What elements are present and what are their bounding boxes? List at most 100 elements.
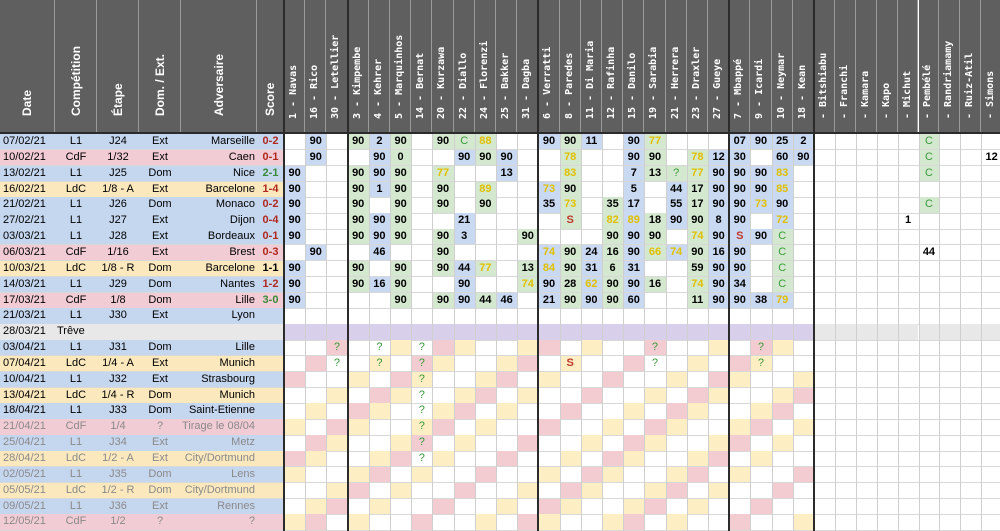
minutes-cell[interactable] (453, 324, 475, 341)
minutes-cell[interactable] (454, 197, 475, 213)
minutes-cell[interactable] (665, 403, 687, 420)
minutes-cell[interactable]: 90 (750, 181, 772, 198)
header-player[interactable]: - Simons (981, 0, 1000, 133)
minutes-cell[interactable] (454, 419, 475, 435)
minutes-cell[interactable] (581, 403, 602, 419)
minutes-cell[interactable] (856, 150, 877, 166)
minutes-cell[interactable] (981, 197, 1000, 213)
minutes-cell[interactable] (960, 499, 981, 515)
minutes-cell[interactable]: C (771, 260, 793, 277)
minutes-cell[interactable]: 73 (538, 181, 560, 198)
match-adversaire[interactable]: Nice (181, 165, 257, 182)
minutes-cell[interactable]: ? (411, 419, 433, 436)
minutes-cell[interactable] (919, 213, 940, 229)
minutes-cell[interactable] (981, 372, 1000, 388)
minutes-cell[interactable] (581, 372, 602, 388)
header-player[interactable]: 1 - Navas (284, 0, 306, 133)
minutes-cell[interactable] (623, 388, 644, 404)
match-competition[interactable]: CdF (55, 292, 97, 309)
match-score[interactable] (257, 466, 284, 483)
minutes-cell[interactable]: 90 (390, 197, 412, 214)
minutes-cell[interactable] (305, 324, 327, 341)
minutes-cell[interactable]: 90 (432, 229, 454, 245)
minutes-cell[interactable] (835, 499, 856, 515)
minutes-cell[interactable] (814, 213, 835, 229)
match-date[interactable]: 14/03/21 (0, 276, 55, 293)
minutes-cell[interactable]: 90 (538, 134, 560, 150)
minutes-cell[interactable] (305, 372, 326, 388)
minutes-cell[interactable] (602, 403, 623, 419)
minutes-cell[interactable]: 90 (368, 149, 390, 166)
minutes-cell[interactable] (708, 356, 729, 372)
minutes-cell[interactable]: 90 (517, 229, 539, 245)
minutes-cell[interactable]: 79 (771, 292, 793, 309)
minutes-cell[interactable] (771, 324, 793, 341)
minutes-cell[interactable] (939, 435, 960, 451)
minutes-cell[interactable] (644, 403, 665, 419)
minutes-cell[interactable] (814, 419, 835, 435)
minutes-cell[interactable] (666, 150, 687, 166)
minutes-cell[interactable]: C (771, 244, 793, 261)
minutes-cell[interactable] (644, 197, 665, 213)
minutes-cell[interactable] (729, 435, 751, 451)
minutes-cell[interactable] (898, 356, 919, 372)
minutes-cell[interactable] (792, 387, 814, 404)
minutes-cell[interactable]: 90 (432, 197, 454, 214)
minutes-cell[interactable] (814, 197, 835, 213)
match-score[interactable]: 1-1 (257, 260, 284, 277)
minutes-cell[interactable] (729, 483, 750, 499)
minutes-cell[interactable]: 90 (368, 229, 390, 245)
minutes-cell[interactable] (369, 435, 390, 451)
header-score[interactable]: Score (257, 0, 284, 133)
header-player[interactable]: 10 - Neymar (771, 0, 793, 133)
minutes-cell[interactable] (411, 293, 432, 309)
minutes-cell[interactable] (454, 182, 475, 198)
minutes-cell[interactable]: 90 (347, 134, 369, 150)
header-player[interactable]: 25 - Bakker (496, 0, 518, 133)
minutes-cell[interactable] (919, 356, 940, 372)
minutes-cell[interactable] (981, 166, 1000, 182)
minutes-cell[interactable] (517, 213, 538, 229)
minutes-cell[interactable] (835, 197, 856, 213)
minutes-cell[interactable] (602, 499, 623, 515)
header-player[interactable]: 24 - Florenzi (474, 0, 496, 133)
minutes-cell[interactable]: ? (368, 355, 390, 372)
minutes-cell[interactable] (538, 371, 560, 388)
minutes-cell[interactable] (348, 435, 369, 451)
minutes-cell[interactable] (475, 166, 496, 182)
minutes-cell[interactable] (623, 435, 645, 451)
minutes-cell[interactable] (623, 340, 644, 356)
minutes-cell[interactable] (898, 372, 919, 388)
minutes-cell[interactable]: 44 (474, 292, 496, 309)
minutes-cell[interactable] (475, 277, 496, 293)
minutes-cell[interactable] (981, 419, 1000, 435)
minutes-cell[interactable]: 59 (686, 260, 708, 277)
minutes-cell[interactable] (877, 182, 898, 198)
match-adversaire[interactable]: City/Dortmund (181, 451, 257, 467)
minutes-cell[interactable] (538, 419, 560, 436)
minutes-cell[interactable] (496, 467, 517, 483)
minutes-cell[interactable]: ? (411, 435, 433, 451)
minutes-cell[interactable]: 11 (686, 292, 708, 309)
minutes-cell[interactable] (347, 419, 369, 436)
minutes-cell[interactable]: 90 (750, 229, 772, 245)
minutes-cell[interactable] (517, 372, 538, 388)
minutes-cell[interactable] (284, 150, 305, 166)
minutes-cell[interactable] (581, 308, 602, 324)
minutes-cell[interactable] (939, 514, 960, 530)
match-etape[interactable]: J33 (97, 403, 139, 420)
match-competition[interactable]: L1 (55, 276, 97, 293)
match-competition[interactable]: LdC (55, 260, 97, 277)
minutes-cell[interactable] (432, 514, 453, 530)
minutes-cell[interactable] (686, 451, 708, 467)
match-adversaire[interactable]: Barcelone (181, 181, 257, 198)
minutes-cell[interactable] (348, 340, 369, 356)
minutes-cell[interactable]: 74 (665, 244, 687, 261)
match-competition[interactable]: Trêve (55, 324, 97, 341)
minutes-cell[interactable]: 90 (559, 134, 581, 150)
minutes-cell[interactable]: 55 (665, 197, 687, 214)
minutes-cell[interactable] (326, 245, 347, 261)
match-etape[interactable]: 1/8 (97, 292, 139, 309)
minutes-cell[interactable] (496, 134, 517, 150)
minutes-cell[interactable] (856, 451, 877, 467)
